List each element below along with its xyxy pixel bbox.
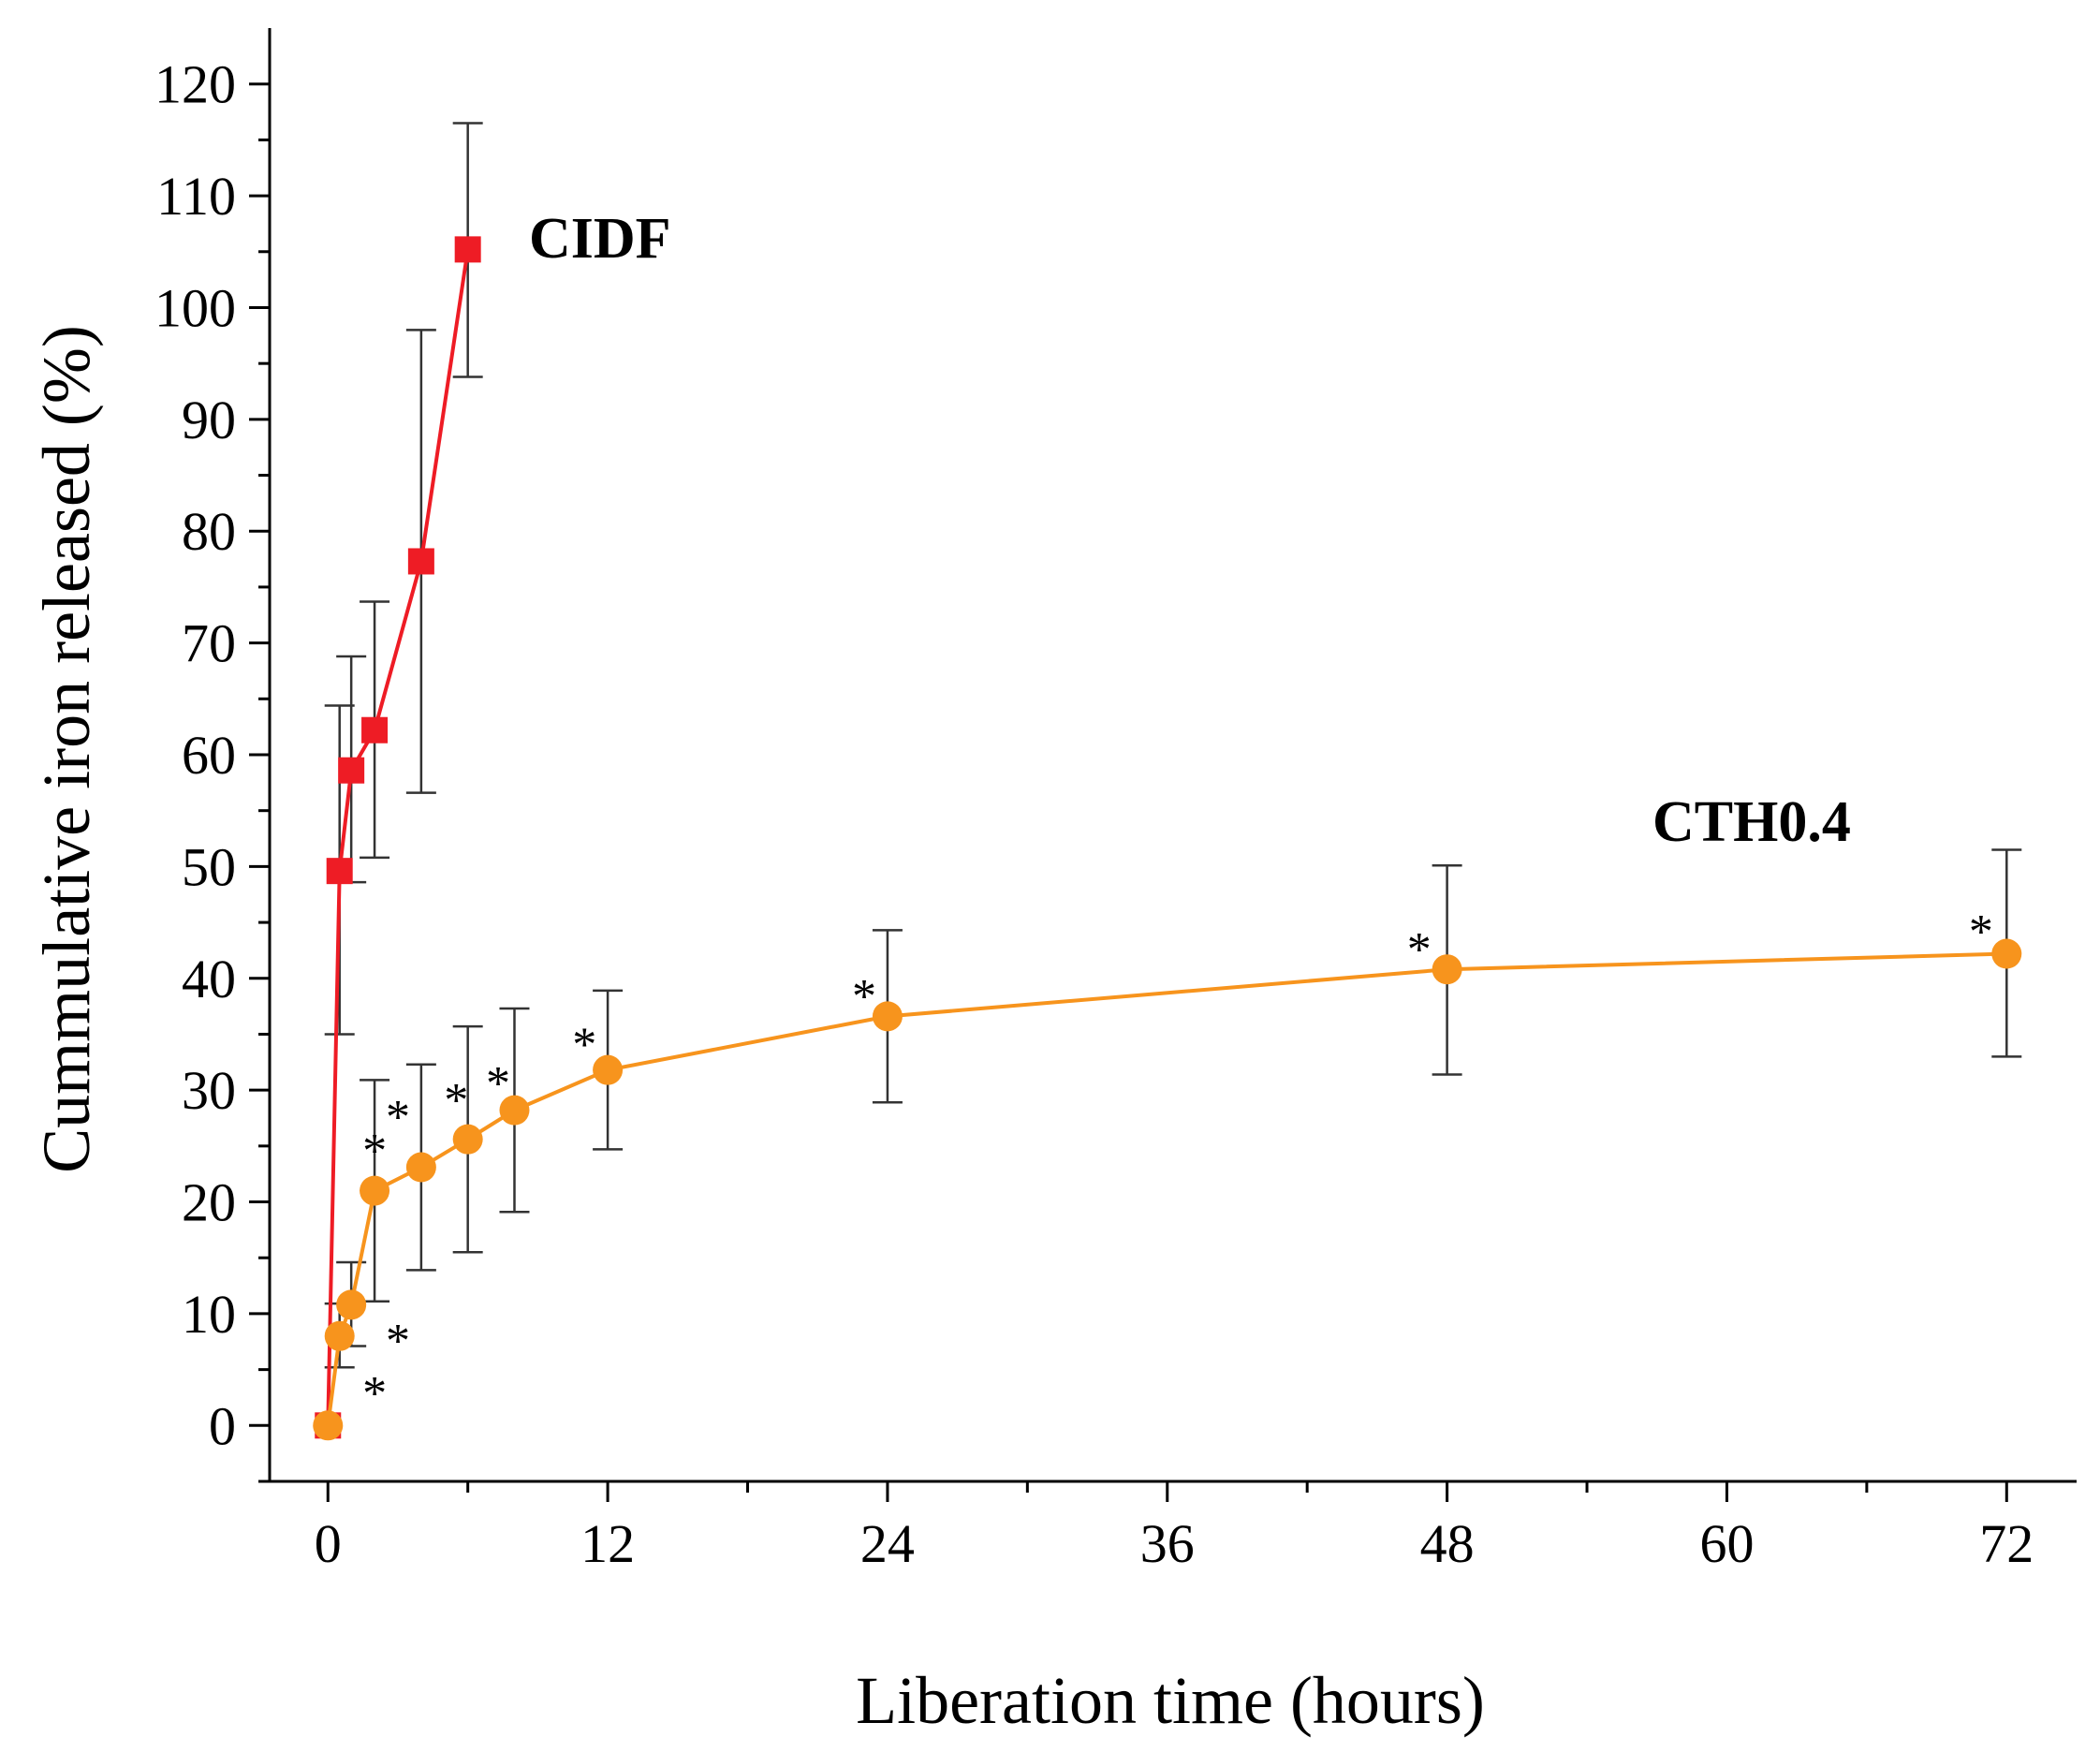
cth04-point — [405, 1152, 436, 1183]
y-tick-label: 60 — [182, 725, 236, 786]
cth04-point — [499, 1095, 530, 1126]
y-tick-label: 0 — [209, 1395, 236, 1456]
error-bars — [324, 122, 2022, 1369]
x-tick-label: 72 — [1979, 1513, 2034, 1574]
x-tick-label: 0 — [315, 1513, 342, 1574]
cidf-series-label: CIDF — [529, 207, 671, 271]
y-tick-label: 110 — [156, 166, 236, 227]
chart-axes: 0 10 20 30 40 50 60 70 80 90 100 110 120 0 12 24 36 48 60 7… — [154, 28, 2077, 1574]
significance-star: * — [386, 1315, 410, 1368]
x-tick-label: 60 — [1699, 1513, 1754, 1574]
y-tick-label: 40 — [182, 949, 236, 1009]
series-markers — [313, 236, 2022, 1441]
y-tick-label: 10 — [182, 1284, 236, 1345]
y-tick-label: 30 — [182, 1060, 236, 1121]
x-axis-title: Liberation time (hours) — [856, 1663, 1485, 1738]
cth04-point — [324, 1320, 355, 1351]
y-tick-label: 50 — [182, 836, 236, 897]
cth04-series-label: CTH0.4 — [1652, 790, 1851, 854]
y-tick-label: 70 — [182, 613, 236, 674]
cidf-point — [361, 716, 389, 743]
cidf-point — [407, 548, 434, 575]
significance-star: * — [1969, 905, 1993, 959]
x-tick-label: 36 — [1140, 1513, 1195, 1574]
significance-star: * — [444, 1074, 468, 1127]
cidf-point — [338, 757, 365, 784]
significance-star: * — [362, 1367, 387, 1421]
significance-star: * — [386, 1091, 410, 1144]
cth04-point — [313, 1410, 344, 1441]
cidf-point — [454, 236, 481, 263]
significance-star: * — [852, 970, 876, 1023]
y-tick-label: 90 — [182, 390, 236, 450]
cidf-point — [326, 858, 353, 885]
y-tick-label: 80 — [182, 501, 236, 562]
cth04-point — [360, 1175, 390, 1206]
y-tick-label: 20 — [182, 1172, 236, 1233]
cth04-point — [593, 1054, 624, 1085]
x-tick-label: 48 — [1420, 1513, 1475, 1574]
y-tick-label: 120 — [154, 54, 236, 115]
x-tick-label: 24 — [860, 1513, 915, 1574]
x-tick-label: 12 — [580, 1513, 635, 1574]
cth04-point — [336, 1289, 367, 1320]
significance-star: * — [1407, 923, 1432, 977]
y-tick-label: 100 — [154, 277, 236, 338]
cth04-point — [1991, 938, 2022, 969]
y-axis-title: Cummulative iron released (%) — [29, 325, 104, 1173]
cth04-point — [872, 1001, 903, 1032]
significance-star: * — [486, 1057, 510, 1111]
cidf-line — [326, 249, 470, 1426]
significance-star: * — [362, 1125, 387, 1178]
cth04-point — [1432, 954, 1462, 985]
significance-star: * — [572, 1018, 596, 1071]
cth04-point — [452, 1124, 483, 1155]
